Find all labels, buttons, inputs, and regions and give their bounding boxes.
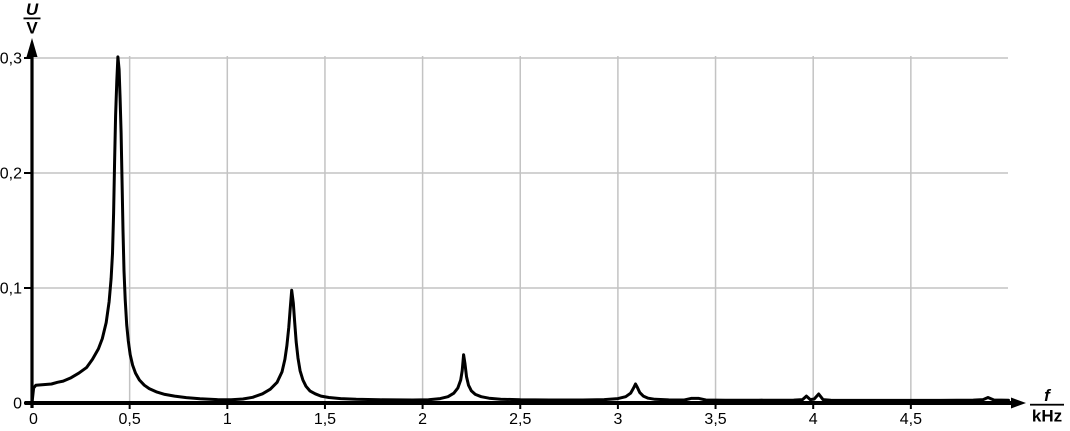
x-tick-label: 4 (809, 411, 818, 428)
x-tick-label: 0,5 (119, 411, 141, 428)
tick-labels: 0 0,5 1 1,5 2 2,5 3 3,5 4 4,5 0 0,1 0,2 0,3 (0, 51, 922, 429)
spectrum-curve (30, 55, 1010, 405)
x-axis-arrowhead (1011, 397, 1026, 409)
gridlines (32, 56, 1008, 403)
x-axis-unit-numerator: f (1044, 386, 1052, 405)
x-tick-label: 2 (418, 411, 427, 428)
y-tick-label: 0,3 (0, 51, 22, 68)
x-axis-unit-label: f kHz (1030, 386, 1064, 426)
x-axis-unit-denominator: kHz (1032, 407, 1062, 426)
y-axis-unit-denominator: V (26, 19, 38, 38)
x-tick-label: 2,5 (509, 411, 531, 428)
x-tick-label: 3,5 (704, 411, 726, 428)
y-tick-label: 0 (13, 396, 22, 413)
tick-marks (24, 57, 912, 409)
y-axis-unit-numerator: U (26, 0, 39, 19)
x-tick-label: 3 (613, 411, 622, 428)
y-axis-unit-label: U V (23, 0, 41, 38)
x-tick-label: 0 (29, 411, 38, 428)
y-tick-label: 0,1 (0, 281, 22, 298)
y-axis-arrowhead (26, 38, 38, 57)
y-tick-label: 0,2 (0, 166, 22, 183)
x-axis-fraction-bar (1030, 403, 1064, 406)
x-tick-label: 4,5 (900, 411, 922, 428)
y-axis-fraction-bar (23, 17, 41, 20)
x-tick-label: 1 (223, 411, 232, 428)
spectrum-curve-layer (30, 55, 1010, 405)
x-tick-label: 1,5 (314, 411, 336, 428)
axes (24, 38, 1026, 409)
